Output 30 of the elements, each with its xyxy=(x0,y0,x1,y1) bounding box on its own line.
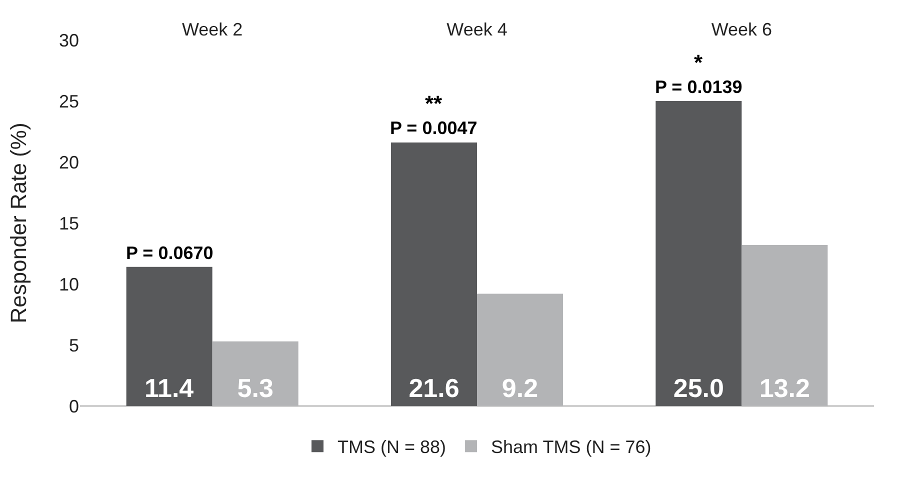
data-label: 5.3 xyxy=(237,373,274,403)
annotation: ** xyxy=(425,91,443,116)
data-label: 11.4 xyxy=(144,373,194,403)
legend-label: Sham TMS (N = 76) xyxy=(491,437,652,458)
x-tick-label: Week 6 xyxy=(711,19,772,40)
bar xyxy=(212,341,298,406)
data-label: 25.0 xyxy=(673,373,724,403)
annotation: P = 0.0670 xyxy=(126,243,214,263)
y-tick-label: 20 xyxy=(58,152,79,172)
y-tick-label: 25 xyxy=(58,91,79,112)
legend-label: TMS (N = 88) xyxy=(338,437,446,458)
annotation: * xyxy=(694,50,703,75)
data-label: 9.2 xyxy=(502,373,538,403)
y-tick-label: 15 xyxy=(58,213,79,234)
y-tick-label: 5 xyxy=(68,335,79,356)
annotation: P = 0.0047 xyxy=(390,118,478,138)
y-tick-label: 0 xyxy=(68,396,79,416)
bar xyxy=(742,244,828,406)
data-label: 21.6 xyxy=(408,373,460,403)
y-tick-label: 10 xyxy=(58,274,79,294)
bar xyxy=(477,294,564,406)
bar xyxy=(126,266,212,406)
y-axis-title: Responder Rate (%) xyxy=(6,122,31,324)
x-tick-label: Week 2 xyxy=(182,19,243,40)
bar xyxy=(656,101,742,406)
x-tick-label: Week 4 xyxy=(446,19,508,40)
data-label: 13.2 xyxy=(759,373,810,403)
annotation: P = 0.0139 xyxy=(655,77,742,97)
y-tick-label: 30 xyxy=(58,30,79,50)
bar xyxy=(390,142,477,406)
